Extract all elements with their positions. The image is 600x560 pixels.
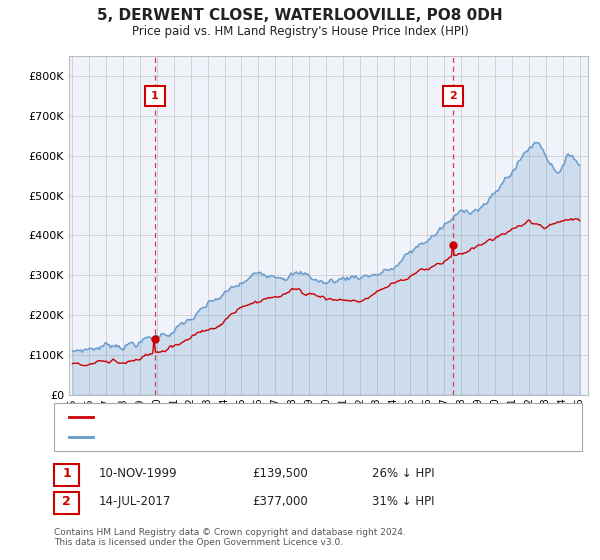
- Text: Contains HM Land Registry data © Crown copyright and database right 2024.
This d: Contains HM Land Registry data © Crown c…: [54, 528, 406, 547]
- Text: 2: 2: [449, 91, 457, 101]
- Text: Price paid vs. HM Land Registry's House Price Index (HPI): Price paid vs. HM Land Registry's House …: [131, 25, 469, 38]
- Text: 10-NOV-1999: 10-NOV-1999: [99, 466, 178, 480]
- Text: 31% ↓ HPI: 31% ↓ HPI: [372, 494, 434, 508]
- Text: 2: 2: [62, 494, 71, 508]
- Text: 5, DERWENT CLOSE, WATERLOOVILLE, PO8 0DH: 5, DERWENT CLOSE, WATERLOOVILLE, PO8 0DH: [97, 8, 503, 24]
- Text: 1: 1: [62, 466, 71, 480]
- Text: 26% ↓ HPI: 26% ↓ HPI: [372, 466, 434, 480]
- Text: 1: 1: [151, 91, 158, 101]
- Text: £139,500: £139,500: [252, 466, 308, 480]
- Text: £377,000: £377,000: [252, 494, 308, 508]
- Text: 5, DERWENT CLOSE, WATERLOOVILLE, PO8 0DH (detached house): 5, DERWENT CLOSE, WATERLOOVILLE, PO8 0DH…: [96, 412, 464, 422]
- Text: 14-JUL-2017: 14-JUL-2017: [99, 494, 172, 508]
- Text: HPI: Average price, detached house, East Hampshire: HPI: Average price, detached house, East…: [96, 432, 390, 442]
